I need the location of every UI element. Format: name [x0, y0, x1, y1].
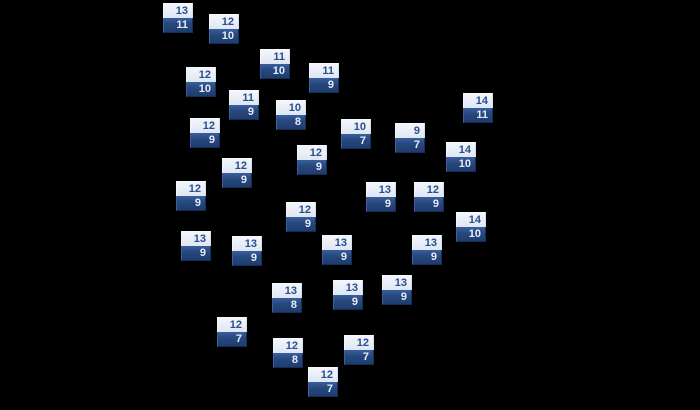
value-cell-bottom: 7: [395, 138, 425, 153]
value-cell[interactable]: 11 10: [260, 49, 290, 79]
value-cell-top: 13: [272, 283, 302, 298]
value-cell[interactable]: 11 9: [229, 90, 259, 120]
value-cell-bottom: 7: [217, 332, 247, 347]
value-cell-bottom: 9: [181, 246, 211, 261]
value-cell-top: 11: [309, 63, 339, 78]
value-cell-top: 10: [341, 119, 371, 134]
value-cell-top: 13: [412, 235, 442, 250]
value-cell[interactable]: 13 9: [322, 235, 352, 265]
value-cell-bottom: 9: [190, 133, 220, 148]
value-cell-bottom: 9: [297, 160, 327, 175]
value-cell[interactable]: 13 9: [382, 275, 412, 305]
value-cell-top: 12: [308, 367, 338, 382]
value-cell-top: 13: [366, 182, 396, 197]
value-cell-top: 13: [163, 3, 193, 18]
value-cell-top: 12: [297, 145, 327, 160]
value-cell-top: 14: [463, 93, 493, 108]
value-cell[interactable]: 13 9: [366, 182, 396, 212]
value-cell[interactable]: 12 7: [217, 317, 247, 347]
value-cell-bottom: 10: [456, 227, 486, 242]
value-cell-top: 11: [260, 49, 290, 64]
value-cell-bottom: 8: [272, 298, 302, 313]
value-cell-bottom: 8: [273, 353, 303, 368]
value-cell-top: 9: [395, 123, 425, 138]
value-cell-top: 12: [217, 317, 247, 332]
value-cell-bottom: 9: [286, 217, 316, 232]
value-cell-bottom: 9: [412, 250, 442, 265]
value-cell-bottom: 10: [186, 82, 216, 97]
value-cell-top: 14: [456, 212, 486, 227]
value-cell-bottom: 10: [446, 157, 476, 172]
value-cell[interactable]: 12 7: [344, 335, 374, 365]
value-cell-bottom: 9: [309, 78, 339, 93]
value-cell[interactable]: 12 9: [297, 145, 327, 175]
value-cell-top: 12: [176, 181, 206, 196]
value-cell-bottom: 7: [341, 134, 371, 149]
value-cell[interactable]: 12 7: [308, 367, 338, 397]
value-cell-bottom: 8: [276, 115, 306, 130]
value-cell[interactable]: 12 8: [273, 338, 303, 368]
value-cell-bottom: 9: [222, 173, 252, 188]
value-cell-bottom: 10: [260, 64, 290, 79]
value-cell[interactable]: 13 9: [181, 231, 211, 261]
value-cell[interactable]: 12 9: [190, 118, 220, 148]
value-cell[interactable]: 12 10: [186, 67, 216, 97]
value-cell[interactable]: 12 9: [222, 158, 252, 188]
value-cell-top: 13: [232, 236, 262, 251]
value-cell-bottom: 9: [322, 250, 352, 265]
value-cell-bottom: 9: [414, 197, 444, 212]
value-cell-top: 13: [181, 231, 211, 246]
value-cell[interactable]: 11 9: [309, 63, 339, 93]
value-cell-top: 12: [186, 67, 216, 82]
value-cell[interactable]: 10 8: [276, 100, 306, 130]
value-cell[interactable]: 13 8: [272, 283, 302, 313]
value-cell-bottom: 11: [463, 108, 493, 123]
value-cell-bottom: 7: [308, 382, 338, 397]
value-cell-bottom: 7: [344, 350, 374, 365]
value-cell-top: 13: [322, 235, 352, 250]
value-cell[interactable]: 12 10: [209, 14, 239, 44]
value-cell-bottom: 9: [176, 196, 206, 211]
value-cell-bottom: 9: [382, 290, 412, 305]
value-cell-top: 14: [446, 142, 476, 157]
value-cell-top: 13: [333, 280, 363, 295]
value-cell[interactable]: 10 7: [341, 119, 371, 149]
value-cell[interactable]: 14 10: [456, 212, 486, 242]
value-cell-top: 12: [286, 202, 316, 217]
value-cell-top: 12: [190, 118, 220, 133]
value-cell-bottom: 11: [163, 18, 193, 33]
value-cell[interactable]: 13 9: [232, 236, 262, 266]
value-cell[interactable]: 14 10: [446, 142, 476, 172]
value-cell-top: 12: [414, 182, 444, 197]
value-cell[interactable]: 14 11: [463, 93, 493, 123]
value-cell-top: 13: [382, 275, 412, 290]
value-cell-top: 12: [273, 338, 303, 353]
value-cell[interactable]: 12 9: [286, 202, 316, 232]
value-cell[interactable]: 13 11: [163, 3, 193, 33]
value-cell[interactable]: 13 9: [333, 280, 363, 310]
value-cell-top: 11: [229, 90, 259, 105]
value-cell-top: 12: [344, 335, 374, 350]
value-cell-bottom: 9: [333, 295, 363, 310]
value-cell[interactable]: 13 9: [412, 235, 442, 265]
value-cell[interactable]: 12 9: [176, 181, 206, 211]
value-cell[interactable]: 12 9: [414, 182, 444, 212]
value-cell-bottom: 10: [209, 29, 239, 44]
value-cell-top: 12: [222, 158, 252, 173]
value-cell-top: 10: [276, 100, 306, 115]
value-cell-top: 12: [209, 14, 239, 29]
value-cell-bottom: 9: [229, 105, 259, 120]
value-cell-bottom: 9: [366, 197, 396, 212]
value-cell-bottom: 9: [232, 251, 262, 266]
